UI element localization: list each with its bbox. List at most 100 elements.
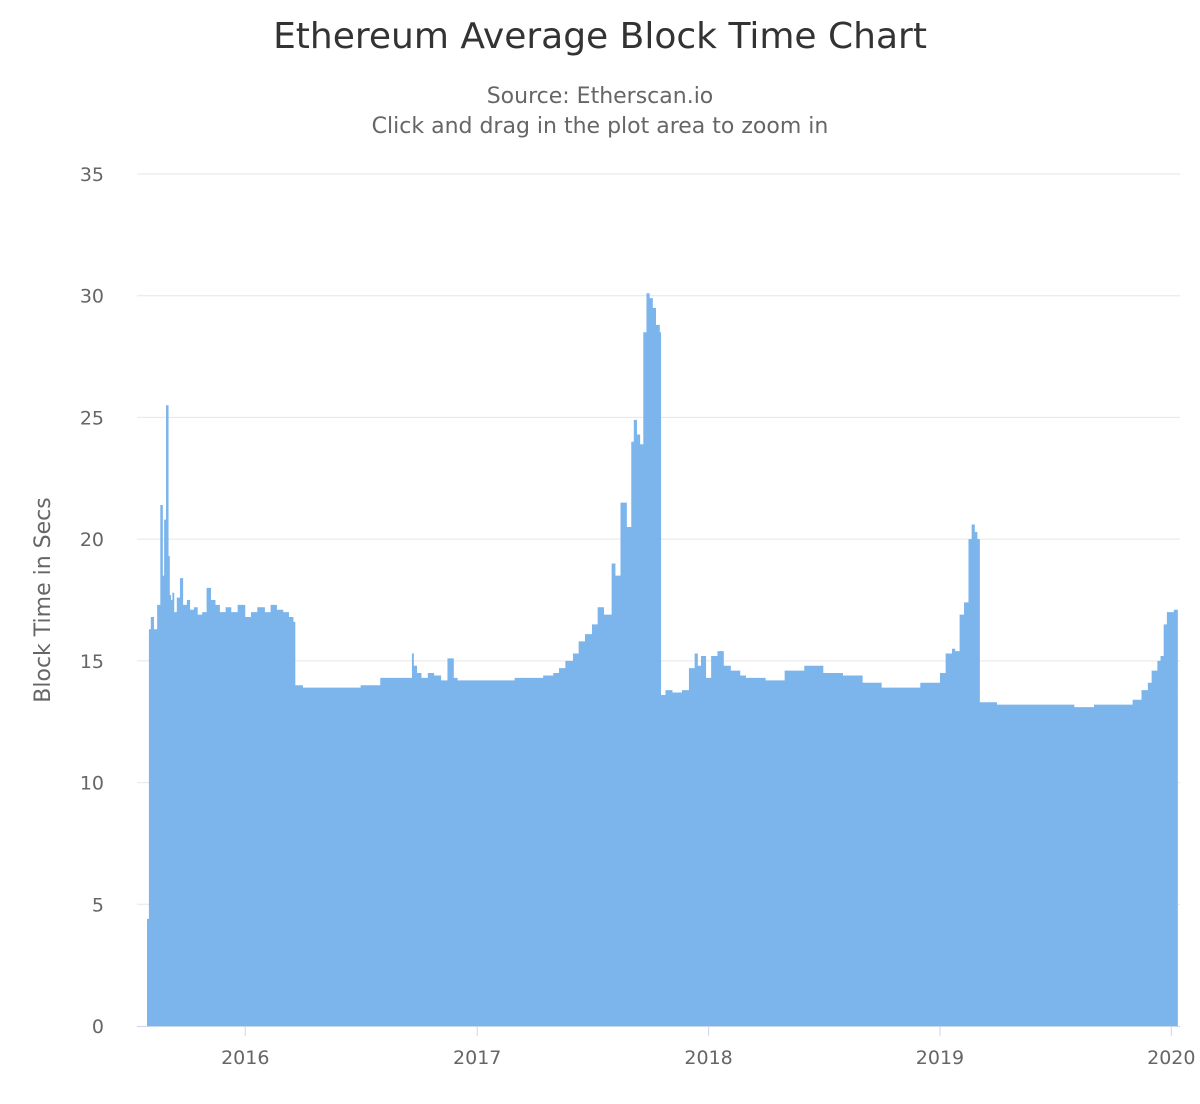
data-point[interactable]	[541, 673, 545, 677]
data-point[interactable]	[398, 676, 402, 680]
data-point[interactable]	[654, 323, 658, 327]
data-point[interactable]	[802, 664, 806, 668]
data-point[interactable]	[670, 691, 674, 695]
data-point[interactable]	[525, 676, 529, 680]
data-point[interactable]	[155, 603, 159, 607]
data-point[interactable]	[602, 613, 606, 617]
data-point[interactable]	[200, 610, 204, 614]
data-point[interactable]	[359, 683, 363, 687]
data-point[interactable]	[715, 649, 719, 653]
data-point[interactable]	[680, 688, 684, 692]
data-point[interactable]	[950, 647, 954, 651]
data-point[interactable]	[696, 664, 700, 668]
data-point[interactable]	[181, 603, 185, 607]
data-point[interactable]	[1111, 703, 1115, 707]
data-point[interactable]	[648, 296, 652, 300]
data-point[interactable]	[966, 537, 970, 541]
data-point[interactable]	[995, 703, 999, 707]
data-point[interactable]	[1162, 622, 1166, 626]
data-point[interactable]	[263, 610, 267, 614]
data-point[interactable]	[557, 666, 561, 670]
data-point[interactable]	[641, 330, 645, 334]
data-point[interactable]	[899, 686, 903, 690]
data-point[interactable]	[320, 686, 324, 690]
data-point[interactable]	[147, 627, 151, 631]
data-point[interactable]	[243, 615, 247, 619]
data-point[interactable]	[281, 610, 285, 614]
data-point[interactable]	[1092, 703, 1096, 707]
data-point[interactable]	[944, 652, 948, 656]
data-point[interactable]	[236, 603, 240, 607]
data-point[interactable]	[301, 686, 305, 690]
data-point[interactable]	[291, 620, 295, 624]
data-point[interactable]	[175, 596, 179, 600]
data-point[interactable]	[426, 671, 430, 675]
data-point[interactable]	[432, 673, 436, 677]
data-point[interactable]	[861, 681, 865, 685]
data-point[interactable]	[783, 669, 787, 673]
data-point[interactable]	[152, 627, 156, 631]
data-point[interactable]	[625, 525, 629, 529]
data-point[interactable]	[196, 613, 200, 617]
data-point[interactable]	[729, 669, 733, 673]
data-point[interactable]	[269, 603, 273, 607]
data-point[interactable]	[167, 554, 171, 558]
data-point[interactable]	[596, 605, 600, 609]
data-point[interactable]	[224, 605, 228, 609]
data-point[interactable]	[1014, 703, 1018, 707]
data-point[interactable]	[158, 503, 162, 507]
data-point[interactable]	[590, 622, 594, 626]
data-point[interactable]	[1072, 705, 1076, 709]
data-point[interactable]	[687, 666, 691, 670]
data-point[interactable]	[378, 676, 382, 680]
data-point[interactable]	[953, 649, 957, 653]
data-point[interactable]	[958, 613, 962, 617]
data-point[interactable]	[275, 608, 279, 612]
data-point[interactable]	[632, 418, 636, 422]
data-point[interactable]	[170, 591, 174, 595]
data-point[interactable]	[293, 683, 297, 687]
data-point[interactable]	[635, 432, 639, 436]
block-time-area[interactable]	[147, 293, 1178, 1026]
data-point[interactable]	[255, 605, 259, 609]
data-point[interactable]	[1159, 654, 1163, 658]
data-point[interactable]	[415, 671, 419, 675]
data-point[interactable]	[185, 598, 189, 602]
data-point[interactable]	[709, 654, 713, 658]
series-block-time[interactable]	[145, 291, 1178, 1026]
data-point[interactable]	[610, 561, 614, 565]
data-point[interactable]	[1140, 688, 1144, 692]
data-point[interactable]	[975, 537, 979, 541]
data-point[interactable]	[651, 306, 655, 310]
data-point[interactable]	[475, 678, 479, 682]
data-point[interactable]	[340, 686, 344, 690]
data-point[interactable]	[1146, 681, 1150, 685]
data-point[interactable]	[249, 610, 253, 614]
data-point[interactable]	[513, 676, 517, 680]
data-point[interactable]	[439, 678, 443, 682]
data-point[interactable]	[938, 671, 942, 675]
data-point[interactable]	[452, 676, 456, 680]
data-point[interactable]	[583, 632, 587, 636]
data-point[interactable]	[495, 678, 499, 682]
data-point[interactable]	[699, 654, 703, 658]
data-point[interactable]	[205, 586, 209, 590]
data-point[interactable]	[638, 442, 642, 446]
data-point[interactable]	[918, 681, 922, 685]
data-point[interactable]	[744, 676, 748, 680]
data-point[interactable]	[1165, 610, 1169, 614]
data-point[interactable]	[618, 501, 622, 505]
data-point[interactable]	[629, 440, 633, 444]
data-point[interactable]	[1172, 608, 1176, 612]
data-point[interactable]	[1131, 698, 1135, 702]
data-point[interactable]	[172, 610, 176, 614]
data-point[interactable]	[445, 656, 449, 660]
data-point[interactable]	[693, 652, 697, 656]
data-point[interactable]	[658, 330, 662, 334]
data-point[interactable]	[970, 523, 974, 527]
data-point[interactable]	[419, 676, 423, 680]
data-point[interactable]	[1150, 669, 1154, 673]
data-point[interactable]	[659, 693, 663, 697]
